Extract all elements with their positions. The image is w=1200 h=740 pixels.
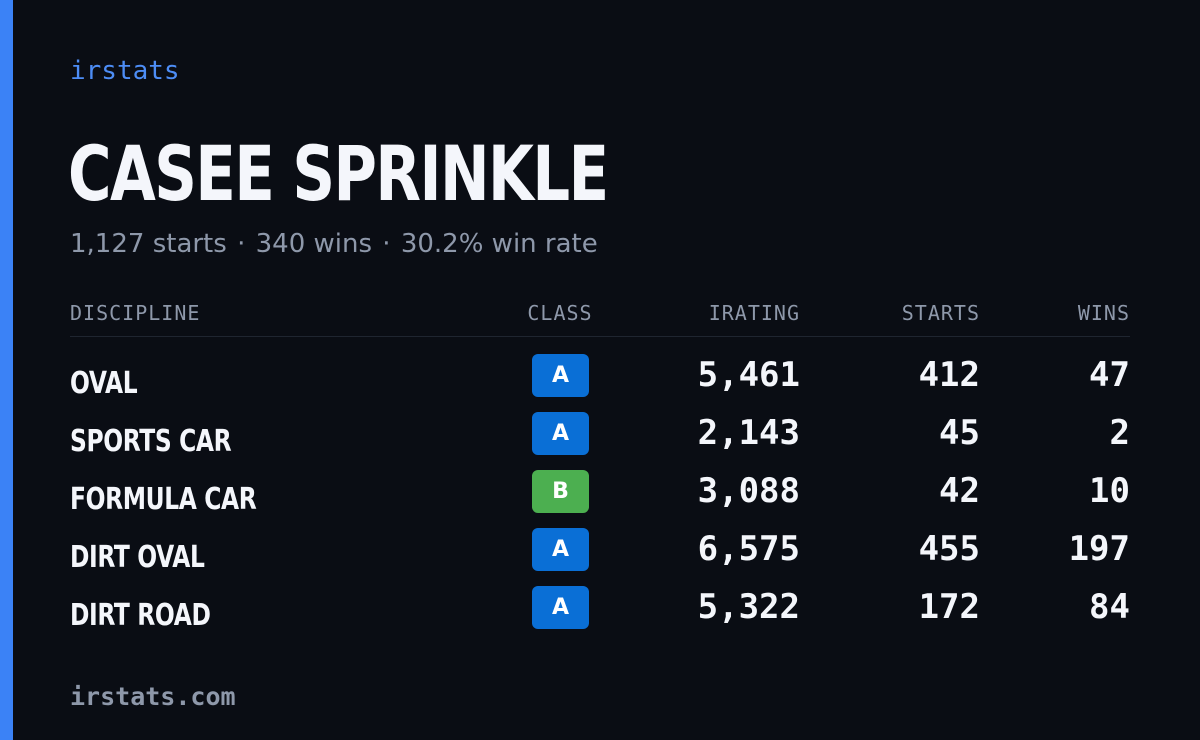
separator: · <box>382 229 391 259</box>
header-discipline: DISCIPLINE <box>70 301 201 325</box>
player-summary: 1,127 starts · 340 wins · 30.2% win rate <box>70 229 598 259</box>
footer-url[interactable]: irstats.com <box>70 682 236 711</box>
player-name: CASEE SPRINKLE <box>68 129 609 218</box>
header-class: CLASS <box>527 301 593 325</box>
starts-value: 42 <box>939 471 980 511</box>
discipline-name: DIRT OVAL <box>70 540 205 575</box>
irating-value: 5,322 <box>697 587 800 627</box>
table-row: SPORTS CAR A 2,143 45 2 <box>70 412 1130 470</box>
stats-table: DISCIPLINE CLASS IRATING STARTS WINS OVA… <box>70 296 1130 633</box>
table-row: DIRT ROAD A 5,322 172 84 <box>70 586 1130 644</box>
header-irating: IRATING <box>708 301 800 325</box>
class-badge: A <box>532 354 589 397</box>
starts-value: 172 <box>918 587 980 627</box>
discipline-name: SPORTS CAR <box>70 424 232 459</box>
wins-value: 47 <box>1089 355 1130 395</box>
brand-logo[interactable]: irstats <box>70 56 180 86</box>
class-badge: A <box>532 412 589 455</box>
accent-bar <box>0 0 13 740</box>
class-badge: A <box>532 586 589 629</box>
wins-value: 2 <box>1109 413 1130 453</box>
starts-value: 412 <box>918 355 980 395</box>
wins-summary: 340 wins <box>255 229 373 259</box>
starts-summary: 1,127 starts <box>70 229 227 259</box>
table-row: OVAL A 5,461 412 47 <box>70 354 1130 412</box>
table-row: FORMULA CAR B 3,088 42 10 <box>70 470 1130 528</box>
header-starts: STARTS <box>901 301 980 325</box>
starts-value: 45 <box>939 413 980 453</box>
irating-value: 3,088 <box>697 471 800 511</box>
discipline-name: OVAL <box>70 366 138 401</box>
starts-value: 455 <box>918 529 980 569</box>
table-header: DISCIPLINE CLASS IRATING STARTS WINS <box>70 296 1130 337</box>
separator: · <box>237 229 246 259</box>
irating-value: 2,143 <box>697 413 800 453</box>
wins-value: 84 <box>1089 587 1130 627</box>
winrate-summary: 30.2% win rate <box>400 229 598 259</box>
discipline-name: DIRT ROAD <box>70 598 211 633</box>
table-row: DIRT OVAL A 6,575 455 197 <box>70 528 1130 586</box>
wins-value: 197 <box>1068 529 1130 569</box>
class-badge: B <box>532 470 589 513</box>
irating-value: 5,461 <box>697 355 800 395</box>
irating-value: 6,575 <box>697 529 800 569</box>
discipline-name: FORMULA CAR <box>70 482 257 517</box>
wins-value: 10 <box>1089 471 1130 511</box>
class-badge: A <box>532 528 589 571</box>
header-wins: WINS <box>1077 301 1130 325</box>
